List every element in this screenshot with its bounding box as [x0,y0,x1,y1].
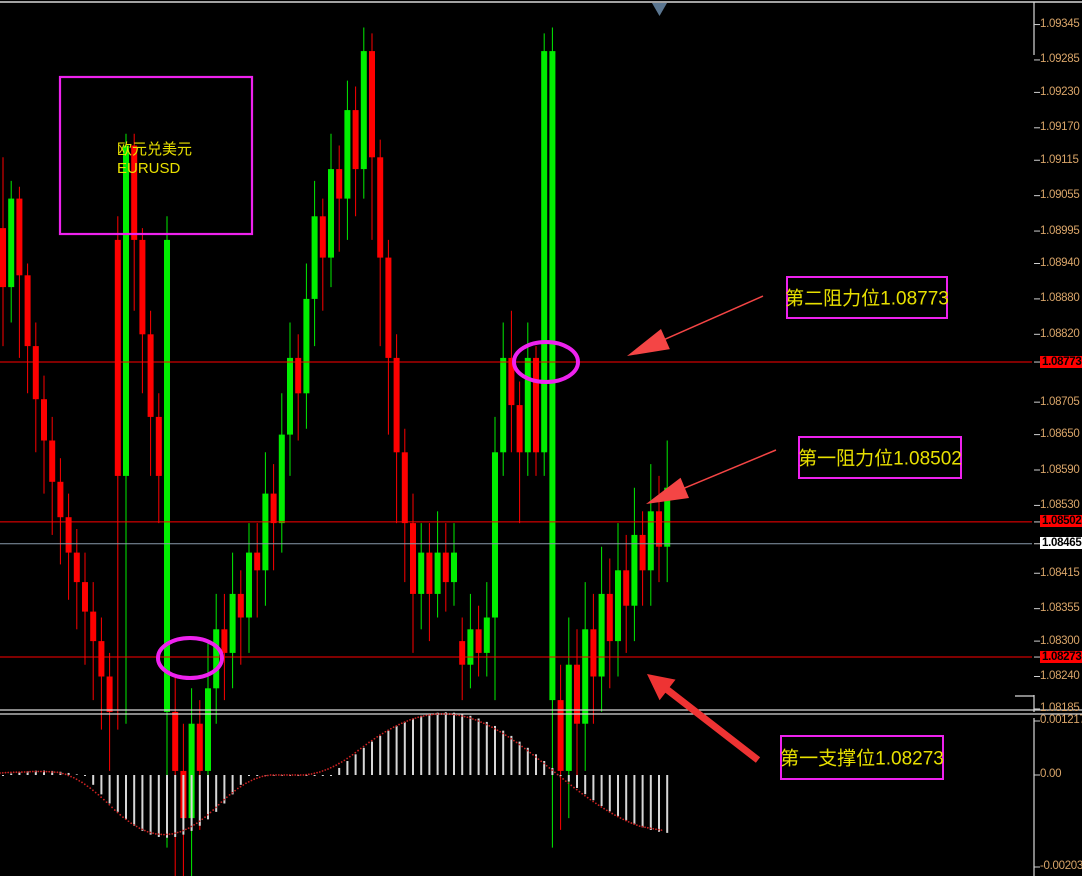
svg-text:第一阻力位1.08502: 第一阻力位1.08502 [798,448,962,470]
svg-text:第二阻力位1.08773: 第二阻力位1.08773 [785,288,949,310]
svg-text:欧元兑美元: 欧元兑美元 [117,141,192,158]
svg-text:EURUSD: EURUSD [117,160,181,177]
svg-text:第一支撑位1.08273: 第一支撑位1.08273 [780,748,944,770]
